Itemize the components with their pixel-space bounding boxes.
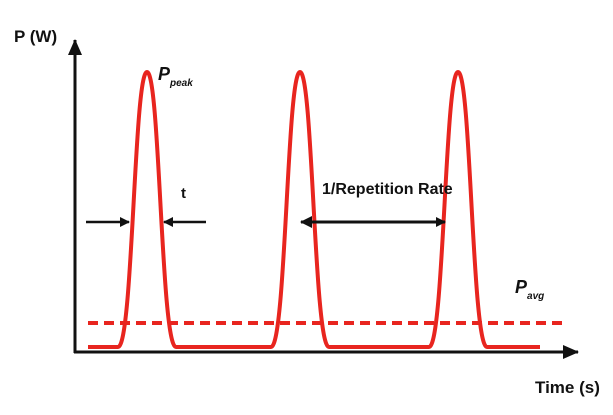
average-label: Pavg xyxy=(515,277,544,302)
pulse-train xyxy=(88,69,540,349)
average-subscript: avg xyxy=(527,291,544,302)
x-axis-label: Time (s) xyxy=(535,378,600,397)
period-label: 1/Repetition Rate xyxy=(322,181,453,198)
peak-subscript: peak xyxy=(169,78,193,89)
peak-label: Ppeak xyxy=(158,64,193,89)
pulse-width-label: t xyxy=(181,185,186,202)
average-symbol: P xyxy=(515,277,528,297)
peak-symbol: P xyxy=(158,64,171,84)
y-axis-label: P (W) xyxy=(14,27,57,46)
period-arrow-head xyxy=(300,216,312,228)
